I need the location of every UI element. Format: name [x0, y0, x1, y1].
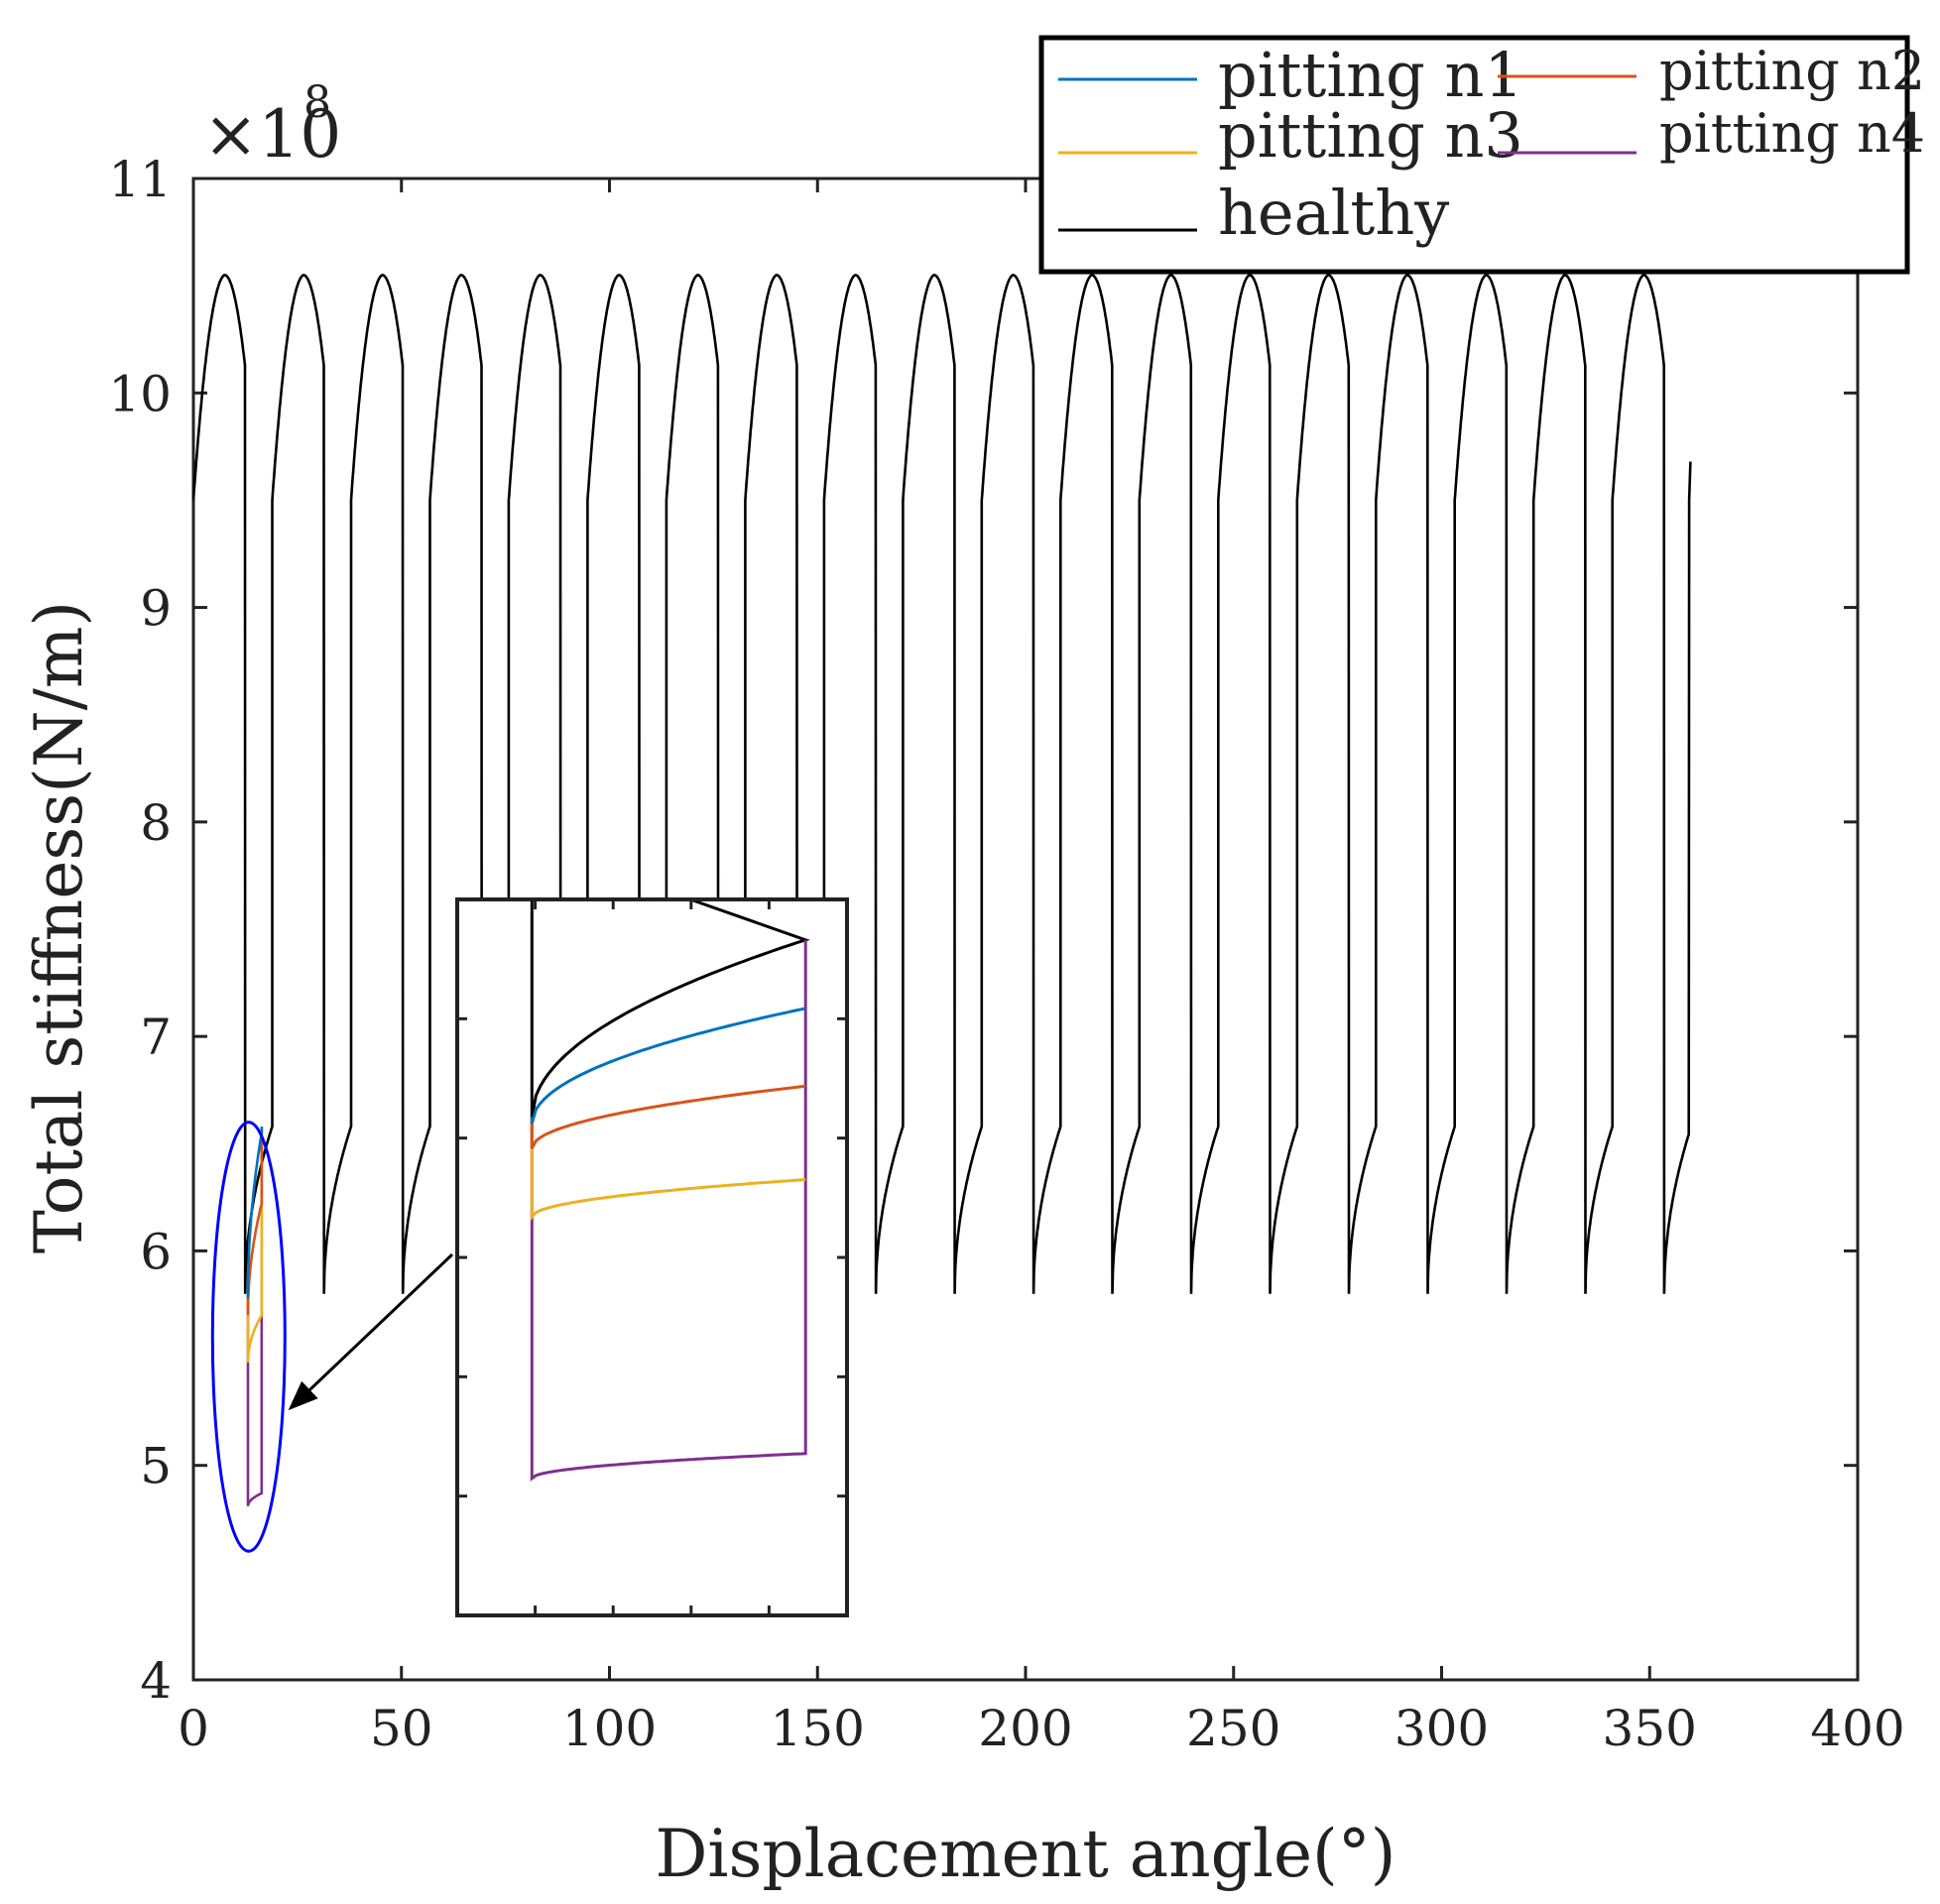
- legend: pitting n1 pitting n3 healthy pitting n2…: [1038, 35, 1925, 275]
- y-axis-title: Total stiffness(N/m): [21, 601, 97, 1253]
- y-exponent-label: ×10: [203, 96, 341, 173]
- legend-label-pitting-n4: pitting n4: [1659, 102, 1925, 165]
- pitting-line-pitting-n4: [246, 1127, 264, 1506]
- x-tick-label: 350: [1603, 1700, 1697, 1757]
- y-tick-label: 8: [140, 794, 172, 852]
- plot-frame: [191, 177, 1860, 1682]
- x-tick-label: 150: [771, 1700, 865, 1757]
- x-tick-label: 200: [978, 1700, 1072, 1757]
- y-tick-labels: 4 5 6 7 8 9 10 11: [108, 151, 172, 1710]
- legend-label-pitting-n2: pitting n2: [1659, 40, 1925, 102]
- inset-frame: [455, 897, 849, 1617]
- y-tick-label: 10: [108, 365, 172, 422]
- y-tick-label: 9: [140, 580, 172, 638]
- y-tick-label: 4: [140, 1652, 172, 1710]
- pitting-highlight-ellipse: [210, 1121, 287, 1553]
- inset-lines: [530, 897, 810, 1482]
- x-axis-title: Displacement angle(°): [655, 1816, 1395, 1892]
- pitting-line-pitting-n3: [246, 1127, 264, 1363]
- legend-box: [1038, 35, 1910, 275]
- legend-label-pitting-n3: pitting n3: [1218, 99, 1523, 172]
- pitting-line-pitting-n1: [246, 1127, 264, 1299]
- inset-healthy-line: [530, 897, 810, 1118]
- x-tick-label: 50: [370, 1700, 433, 1757]
- main-plot-lines: [191, 273, 1692, 1506]
- y-tick-label: 7: [140, 1009, 172, 1066]
- axis-ticks: [191, 177, 1860, 1682]
- x-tick-labels: 0 50 100 150 200 250 300 350 400: [178, 1700, 1905, 1757]
- x-tick-label: 0: [178, 1700, 209, 1757]
- healthy-line: [191, 273, 1692, 1294]
- inset-line-pitting-n2: [530, 1084, 806, 1149]
- legend-label-healthy: healthy: [1218, 177, 1449, 249]
- x-tick-label: 100: [562, 1700, 657, 1757]
- pitting-line-pitting-n2: [246, 1127, 264, 1316]
- y-exponent-power: 8: [303, 77, 331, 128]
- x-tick-label: 250: [1186, 1700, 1280, 1757]
- y-tick-label: 6: [140, 1223, 172, 1280]
- inset-line-pitting-n4: [530, 939, 807, 1482]
- zoom-arrow: [288, 1252, 454, 1411]
- x-tick-label: 400: [1810, 1700, 1904, 1757]
- inset-background: [457, 899, 847, 1615]
- y-tick-label: 5: [140, 1438, 172, 1495]
- inset-line-pitting-n3: [530, 1117, 806, 1222]
- inset-line-pitting-n1: [530, 1007, 806, 1125]
- y-tick-label: 11: [108, 151, 172, 208]
- legend-label-pitting-n1: pitting n1: [1218, 39, 1523, 111]
- zoom-inset: [455, 897, 849, 1617]
- x-tick-label: 300: [1394, 1700, 1489, 1757]
